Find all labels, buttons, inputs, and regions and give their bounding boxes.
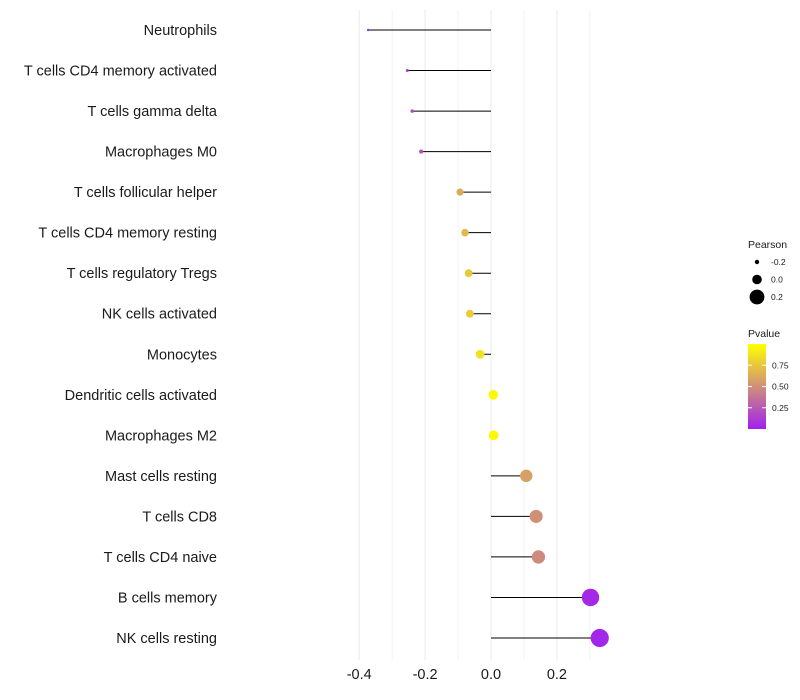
- data-point: [464, 269, 473, 278]
- legend-size-items: -0.2 0.0 0.2: [749, 257, 786, 305]
- category-label: NK cells resting: [116, 631, 217, 647]
- data-point: [419, 149, 424, 154]
- data-point: [529, 509, 543, 523]
- legend-color-tick-label: 0.25: [772, 403, 789, 413]
- category-label: Macrophages M0: [105, 145, 217, 161]
- legend: Pearson -0.2 0.0 0.2 Pvalue 0.75 0.50 0.25: [748, 239, 789, 429]
- legend-color-title: Pvalue: [748, 328, 780, 340]
- x-axis-ticks: -0.4 -0.2 0.0 0.2: [347, 667, 567, 683]
- category-label: T cells CD4 naive: [104, 550, 217, 566]
- data-point: [461, 228, 469, 237]
- legend-size-label: 0.0: [771, 275, 783, 285]
- category-label: B cells memory: [118, 590, 218, 606]
- legend-size-dot: [754, 259, 760, 265]
- category-label: Macrophages M2: [105, 428, 217, 444]
- data-point: [410, 109, 414, 113]
- category-label: T cells CD4 memory resting: [38, 226, 217, 242]
- category-label: T cells follicular helper: [74, 185, 217, 201]
- legend-colorbar: [748, 344, 766, 429]
- category-label: Monocytes: [147, 347, 217, 363]
- point-layer: [366, 28, 609, 648]
- category-label: Neutrophils: [144, 23, 217, 39]
- legend-color-tick-label: 0.50: [772, 382, 789, 392]
- category-label: T cells CD8: [142, 509, 217, 525]
- data-point: [475, 349, 485, 359]
- data-point: [465, 309, 474, 318]
- data-point: [520, 469, 533, 483]
- legend-size-label: -0.2: [771, 257, 786, 267]
- data-point: [366, 28, 370, 32]
- x-tick-label: 0.0: [481, 667, 501, 683]
- legend-color-tick-label: 0.75: [772, 360, 789, 370]
- category-label: T cells CD4 memory activated: [24, 64, 217, 80]
- category-label: Dendritic cells activated: [65, 388, 217, 404]
- data-point: [456, 188, 464, 196]
- category-label: T cells regulatory Tregs: [67, 266, 217, 282]
- category-labels: Neutrophils T cells CD4 memory activated T…: [24, 23, 218, 647]
- data-point: [590, 628, 609, 648]
- grid-layer: [358, 10, 591, 660]
- x-tick-label: 0.2: [547, 667, 567, 683]
- data-point: [405, 69, 409, 73]
- x-tick-label: -0.2: [413, 667, 438, 683]
- legend-size-dot: [749, 289, 765, 305]
- legend-size-dot: [752, 274, 762, 285]
- legend-size-label: 0.2: [771, 292, 783, 302]
- data-point: [531, 550, 546, 564]
- category-label: Mast cells resting: [105, 469, 217, 485]
- stem-layer: [368, 29, 600, 639]
- category-label: NK cells activated: [102, 307, 217, 323]
- data-point: [488, 389, 499, 400]
- legend-size-title: Pearson: [748, 239, 787, 251]
- x-tick-label: -0.4: [347, 667, 372, 683]
- legend-color-ticks: 0.75 0.50 0.25: [748, 360, 789, 413]
- category-label: T cells gamma delta: [88, 104, 218, 120]
- data-point: [581, 588, 600, 607]
- data-point: [488, 430, 499, 441]
